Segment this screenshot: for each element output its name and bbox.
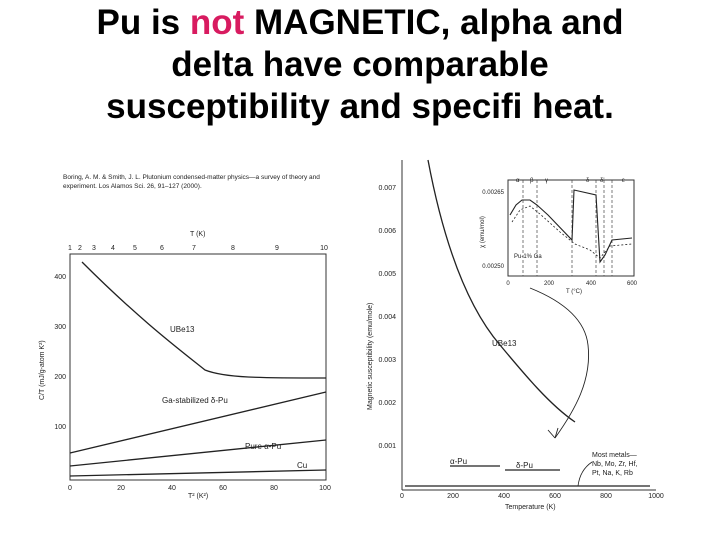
- citation-line-2: experiment. Los Alamos Sci. 26, 91–127 (…: [63, 183, 202, 190]
- top-tick: 5: [133, 245, 137, 252]
- ube13-right-label: UBe13: [492, 339, 517, 348]
- top-tick: 10: [320, 245, 328, 252]
- left-figure: Boring, A. M. & Smith, J. L. Plutonium c…: [39, 174, 331, 500]
- title-highlight: not: [189, 3, 245, 42]
- top-tick: 9: [275, 245, 279, 252]
- title-line-2: delta have comparable: [171, 45, 549, 84]
- inset-connector-arrow: [547, 427, 559, 439]
- y-tick: 300: [54, 324, 66, 331]
- inset-y-tick-top: 0.00265: [482, 190, 504, 196]
- x-tick: 600: [549, 493, 561, 500]
- top-tick: 6: [160, 245, 164, 252]
- top-ticks: 1 2 3 4 5 6 7 8 9 10: [68, 245, 328, 252]
- right-figure: Magnetic susceptibility (emu/mole) 0.007…: [367, 159, 664, 511]
- inset-x-tick: 0: [506, 281, 510, 287]
- bottom-tick: 80: [270, 485, 278, 492]
- left-y-axis-label: C/T (mJ/g-atom K²): [39, 340, 46, 400]
- inset-y-axis-label: χ (emu/mol): [480, 216, 486, 248]
- right-y-axis-label: Magnetic susceptibility (emu/mole): [367, 303, 374, 410]
- y-tick: 400: [54, 274, 66, 281]
- bottom-tick: 40: [168, 485, 176, 492]
- y-tick: 0.005: [378, 271, 396, 278]
- cu-label: Cu: [297, 461, 307, 470]
- citation-line-1: Boring, A. M. & Smith, J. L. Plutonium c…: [63, 174, 320, 181]
- phase-label: δ': [600, 178, 605, 184]
- inset-frame: [507, 179, 635, 277]
- bottom-tick: 60: [219, 485, 227, 492]
- cu-heat-curve: [69, 469, 327, 477]
- title-line-1: Pu is not MAGNETIC, alpha and: [0, 2, 720, 44]
- alpha-pu-right-label: α-Pu: [450, 457, 467, 466]
- bottom-tick: 20: [117, 485, 125, 492]
- ube13-susceptibility-curve: [427, 159, 576, 423]
- bottom-axis-label: T² (K²): [188, 493, 208, 500]
- y-tick: 0.001: [378, 443, 396, 450]
- inset-x-tick: 400: [586, 281, 597, 287]
- inset-y-tick-bottom: 0.00250: [482, 264, 504, 270]
- inset-curve-cooling: [511, 205, 633, 259]
- x-tick: 400: [498, 493, 510, 500]
- y-tick: 0.002: [378, 400, 396, 407]
- delta-pu-right-label: δ-Pu: [516, 461, 533, 470]
- most-metals-pointer: [577, 461, 593, 487]
- bottom-tick: 100: [319, 485, 331, 492]
- alpha-pu-label: Pure α-Pu: [245, 442, 281, 451]
- phase-label: β: [530, 178, 534, 184]
- bottom-tick: 0: [68, 485, 72, 492]
- alpha-pu-heat-curve: [69, 439, 327, 467]
- slide-title: Pu is not MAGNETIC, alpha and delta have…: [0, 2, 720, 128]
- inset-annotation: Pu-1% Ga: [514, 254, 542, 260]
- most-metals-label-2: Nb, Mo, Zr, Hf,: [592, 461, 638, 468]
- x-tick: 800: [600, 493, 612, 500]
- top-tick: 1: [68, 245, 72, 252]
- inset-curve-heating: [509, 189, 633, 264]
- top-tick: 2: [78, 245, 82, 252]
- y-tick: 0.003: [378, 357, 396, 364]
- phase-label: α: [516, 178, 520, 184]
- ube13-label: UBe13: [170, 325, 195, 334]
- phase-label: δ: [586, 178, 590, 184]
- top-tick: 7: [192, 245, 196, 252]
- y-tick: 0.006: [378, 228, 396, 235]
- inset-x-tick: 600: [627, 281, 638, 287]
- left-plot-frame: [69, 253, 327, 481]
- title-line1-suffix: MAGNETIC, alpha and: [244, 3, 624, 42]
- inset-x-tick: 200: [544, 281, 555, 287]
- title-line-3: susceptibility and specifi heat.: [106, 87, 614, 126]
- y-tick: 0.004: [378, 314, 396, 321]
- ga-delta-label: Ga-stabilized δ-Pu: [162, 396, 228, 405]
- phase-label: γ: [545, 178, 548, 184]
- x-tick: 0: [400, 493, 404, 500]
- most-metals-label-3: Pt, Na, K, Rb: [592, 470, 633, 477]
- x-tick: 1000: [648, 493, 664, 500]
- top-tick: 3: [92, 245, 96, 252]
- inset-connector-curve: [529, 287, 590, 439]
- phase-label: ε: [622, 178, 625, 184]
- inset-x-axis-label: T (°C): [566, 289, 582, 295]
- x-tick: 200: [447, 493, 459, 500]
- top-tick: 8: [231, 245, 235, 252]
- top-axis-label: T (K): [190, 231, 205, 238]
- delta-pu-heat-curve: [69, 391, 327, 454]
- y-tick: 0.007: [378, 185, 396, 192]
- inset-figure: α β γ δ δ' ε 0.00265 0.00250 χ (emu/mol)…: [480, 178, 638, 295]
- ube13-heat-curve: [81, 261, 327, 379]
- y-tick: 100: [54, 424, 66, 431]
- right-x-axis-label: Temperature (K): [505, 504, 556, 511]
- title-prefix: Pu is: [96, 3, 190, 42]
- y-tick: 200: [54, 374, 66, 381]
- top-tick: 4: [111, 245, 115, 252]
- most-metals-label-1: Most metals—: [592, 452, 637, 459]
